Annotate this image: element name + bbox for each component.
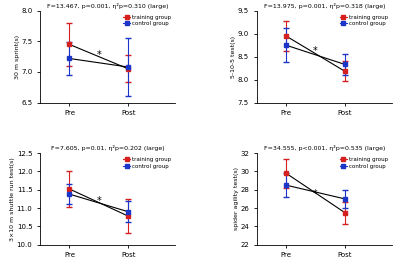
- Y-axis label: 3×10 m shuttle run test(s): 3×10 m shuttle run test(s): [10, 157, 15, 241]
- Y-axis label: 5-10-5 test(s): 5-10-5 test(s): [231, 36, 236, 78]
- Text: *: *: [96, 50, 101, 61]
- Text: *: *: [313, 46, 318, 56]
- Title: F=13.975, p=0.001, η²p=0.318 (large): F=13.975, p=0.001, η²p=0.318 (large): [264, 3, 385, 9]
- Title: F=13.467, p=0.001, η²p=0.310 (large): F=13.467, p=0.001, η²p=0.310 (large): [47, 3, 168, 9]
- Text: *: *: [96, 196, 101, 207]
- Title: F=7.605, p=0.01, η²p=0.202 (large): F=7.605, p=0.01, η²p=0.202 (large): [51, 145, 164, 151]
- Legend: training group, control group: training group, control group: [339, 156, 389, 170]
- Y-axis label: spider agility test(s): spider agility test(s): [234, 167, 238, 231]
- Y-axis label: 30 m sprint(s): 30 m sprint(s): [15, 35, 20, 79]
- Title: F=34.555, p<0.001, η²p=0.535 (large): F=34.555, p<0.001, η²p=0.535 (large): [264, 145, 385, 151]
- Legend: training group, control group: training group, control group: [339, 13, 389, 27]
- Text: *: *: [313, 189, 318, 199]
- Legend: training group, control group: training group, control group: [122, 13, 173, 27]
- Legend: training group, control group: training group, control group: [122, 156, 173, 170]
